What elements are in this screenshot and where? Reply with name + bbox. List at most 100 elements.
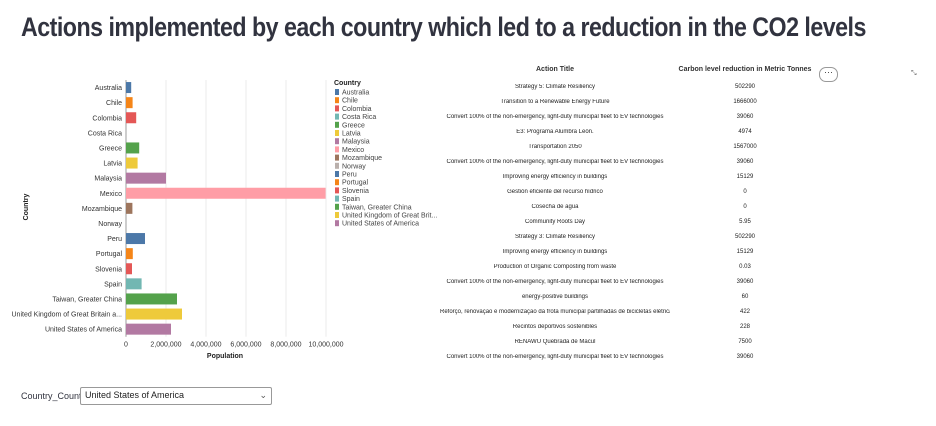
legend-swatch[interactable] [335, 162, 339, 169]
table-row[interactable]: Convert 100% of the non-emergency, light… [440, 109, 820, 124]
table-row[interactable]: Gestión eficiente del recurso hídrico 0 [440, 184, 820, 199]
legend-label[interactable]: Peru [342, 172, 357, 179]
table-row[interactable]: Convert 100% of the non-emergency, light… [440, 349, 820, 364]
table-body: Strategy 5: Climate Resiliency 502290 Tran… [440, 79, 820, 364]
table-row[interactable]: Strategy 3: Climate Resiliency 502290 [440, 229, 820, 244]
bar[interactable] [126, 112, 137, 124]
bar[interactable] [126, 142, 140, 154]
bar[interactable] [126, 278, 142, 290]
table-row[interactable]: RENAWU Quebrada de Macul 7500 [440, 334, 820, 349]
legend-label[interactable]: Mozambique [342, 155, 382, 162]
legend-swatch[interactable] [335, 97, 339, 104]
chevron-down-icon: ⌄ [259, 390, 267, 400]
bar[interactable] [126, 248, 133, 260]
legend-label[interactable]: Malaysia [342, 139, 370, 146]
bar[interactable] [126, 157, 138, 169]
legend-swatch[interactable] [335, 220, 339, 227]
table-row[interactable]: Recintos deportivos sostenibles 228 [440, 319, 820, 334]
more-options-button[interactable]: ··· [819, 67, 838, 82]
cell-carbon-reduction: 0 [743, 188, 747, 195]
table-row[interactable]: Improving energy efficiency in buildings… [440, 244, 820, 259]
legend-label[interactable]: Chile [342, 98, 358, 105]
bar[interactable] [126, 323, 171, 335]
y-tick-label: United States of America [45, 327, 122, 334]
chart-bars [126, 82, 326, 335]
bar[interactable] [126, 293, 177, 305]
legend-swatch[interactable] [335, 195, 339, 202]
legend-label[interactable]: Slovenia [342, 188, 369, 195]
cell-action-title: Convert 100% of the non-emergency, light… [446, 113, 664, 120]
legend-swatch[interactable] [335, 105, 339, 112]
cell-action-title: Reforço, renovação e modernização da fro… [440, 308, 670, 315]
legend-label[interactable]: Spain [342, 196, 360, 203]
legend-label[interactable]: Mexico [342, 147, 364, 154]
legend-swatch[interactable] [335, 203, 339, 210]
bar[interactable] [126, 172, 166, 184]
table-row[interactable]: Cosecha de agua 0 [440, 199, 820, 214]
legend-swatch[interactable] [335, 89, 339, 95]
y-tick-label: Malaysia [94, 176, 122, 183]
legend-label[interactable]: Costa Rica [342, 114, 376, 121]
y-tick-label: Chile [106, 100, 122, 107]
cell-carbon-reduction: 39060 [736, 278, 754, 285]
legend-label[interactable]: United States of America [342, 221, 419, 228]
table-row[interactable]: Strategy 5: Climate Resiliency 502290 [440, 79, 820, 94]
bar[interactable] [126, 202, 133, 214]
table-row[interactable]: Transportation 2050 1567000 [440, 139, 820, 154]
cell-action-title: Transition to a Renewable Energy Future [500, 98, 610, 105]
legend-label[interactable]: Colombia [342, 106, 372, 113]
legend-swatch[interactable] [335, 179, 339, 186]
table-row[interactable]: Production of Organic Composting from wa… [440, 259, 820, 274]
expand-icon[interactable]: ⤡ [911, 70, 917, 77]
table-row[interactable]: E3: Programa Alumbra León. 4974 [440, 124, 820, 139]
bar[interactable] [126, 82, 132, 94]
cell-carbon-reduction: 422 [739, 308, 750, 315]
cell-carbon-reduction: 39060 [736, 113, 754, 120]
legend-swatch[interactable] [335, 121, 339, 128]
legend-swatch[interactable] [335, 154, 339, 161]
cell-carbon-reduction: 39060 [736, 353, 754, 360]
legend-swatch[interactable] [335, 113, 339, 120]
legend-swatch[interactable] [335, 146, 339, 153]
cell-action-title: energy-positive buildings [521, 293, 589, 300]
column-header-carbon[interactable]: Carbon level reduction in Metric Tonnes [678, 66, 812, 73]
legend-swatch[interactable] [335, 187, 339, 194]
y-tick-label: Taiwan, Greater China [52, 296, 122, 303]
x-tick-label: 4,000,000 [190, 342, 221, 349]
legend-swatch[interactable] [335, 130, 339, 136]
table-row[interactable]: Transition to a Renewable Energy Future 1… [440, 94, 820, 109]
table-row[interactable]: Convert 100% of the non-emergency, light… [440, 274, 820, 289]
table-row[interactable]: energy-positive buildings 60 [440, 289, 820, 304]
legend-label[interactable]: Australia [342, 90, 369, 97]
legend-label[interactable]: United Kingdom of Great Brit... [342, 213, 437, 220]
cell-action-title: Convert 100% of the non-emergency, light… [446, 353, 664, 360]
legend-label[interactable]: Latvia [342, 131, 361, 138]
legend-label[interactable]: Norway [342, 163, 366, 170]
legend-swatch[interactable] [335, 171, 339, 177]
bar[interactable] [126, 233, 145, 245]
cell-action-title: Transportation 2050 [528, 143, 582, 150]
legend-label[interactable]: Taiwan, Greater China [342, 204, 412, 211]
y-tick-label: Australia [95, 85, 122, 92]
table-row[interactable]: Community Roots Day 5.95 [440, 214, 820, 229]
column-header-action[interactable]: Action Title [536, 66, 574, 73]
bar[interactable] [126, 97, 133, 109]
cell-carbon-reduction: 15129 [736, 248, 754, 255]
cell-action-title: Convert 100% of the non-emergency, light… [446, 278, 664, 285]
table-row[interactable]: Convert 100% of the non-emergency, light… [440, 154, 820, 169]
legend-label[interactable]: Greece [342, 122, 365, 129]
cell-action-title: Community Roots Day [524, 218, 586, 225]
cell-carbon-reduction: 5.95 [739, 218, 751, 225]
bar[interactable] [126, 308, 182, 320]
legend-swatch[interactable] [335, 212, 339, 218]
bar[interactable] [126, 187, 326, 199]
legend-label[interactable]: Portugal [342, 180, 369, 187]
country-select[interactable]: United States of America ⌄ [80, 387, 272, 405]
legend-swatch[interactable] [335, 138, 339, 145]
y-tick-label: Norway [98, 221, 122, 228]
table-row[interactable]: Improving energy efficiency in buildings… [440, 169, 820, 184]
table-row[interactable]: Reforço, renovação e modernização da fro… [440, 304, 820, 319]
bar[interactable] [126, 263, 132, 275]
cell-carbon-reduction: 0.03 [739, 263, 751, 270]
